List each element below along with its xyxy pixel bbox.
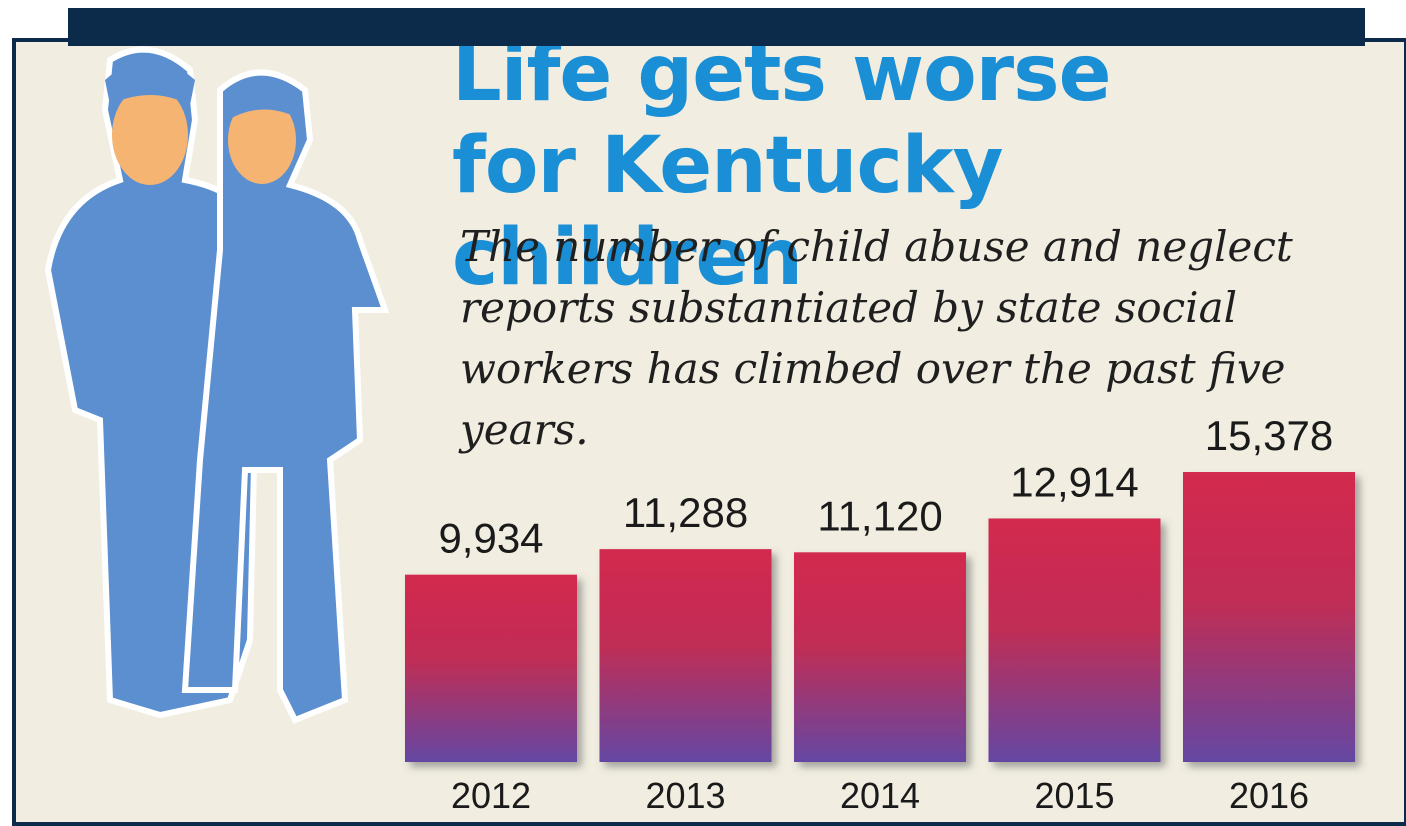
value-label: 9,934	[438, 515, 543, 562]
x-tick-label: 2014	[840, 775, 920, 816]
value-label: 11,288	[623, 489, 748, 536]
chart-subtitle: The number of child abuse and neglect re…	[460, 216, 1330, 460]
bar	[794, 552, 966, 762]
x-tick-label: 2015	[1034, 775, 1114, 816]
infographic: 9,934201211,288201311,120201412,91420151…	[0, 0, 1406, 826]
value-label: 11,120	[817, 492, 942, 539]
x-tick-label: 2012	[451, 775, 531, 816]
x-tick-label: 2016	[1229, 775, 1309, 816]
x-tick-label: 2013	[645, 775, 725, 816]
value-label: 12,914	[1010, 458, 1138, 505]
bar	[1183, 472, 1355, 762]
header-band	[68, 8, 1365, 46]
bar	[989, 518, 1161, 762]
bar	[600, 549, 772, 762]
bar	[405, 575, 577, 762]
